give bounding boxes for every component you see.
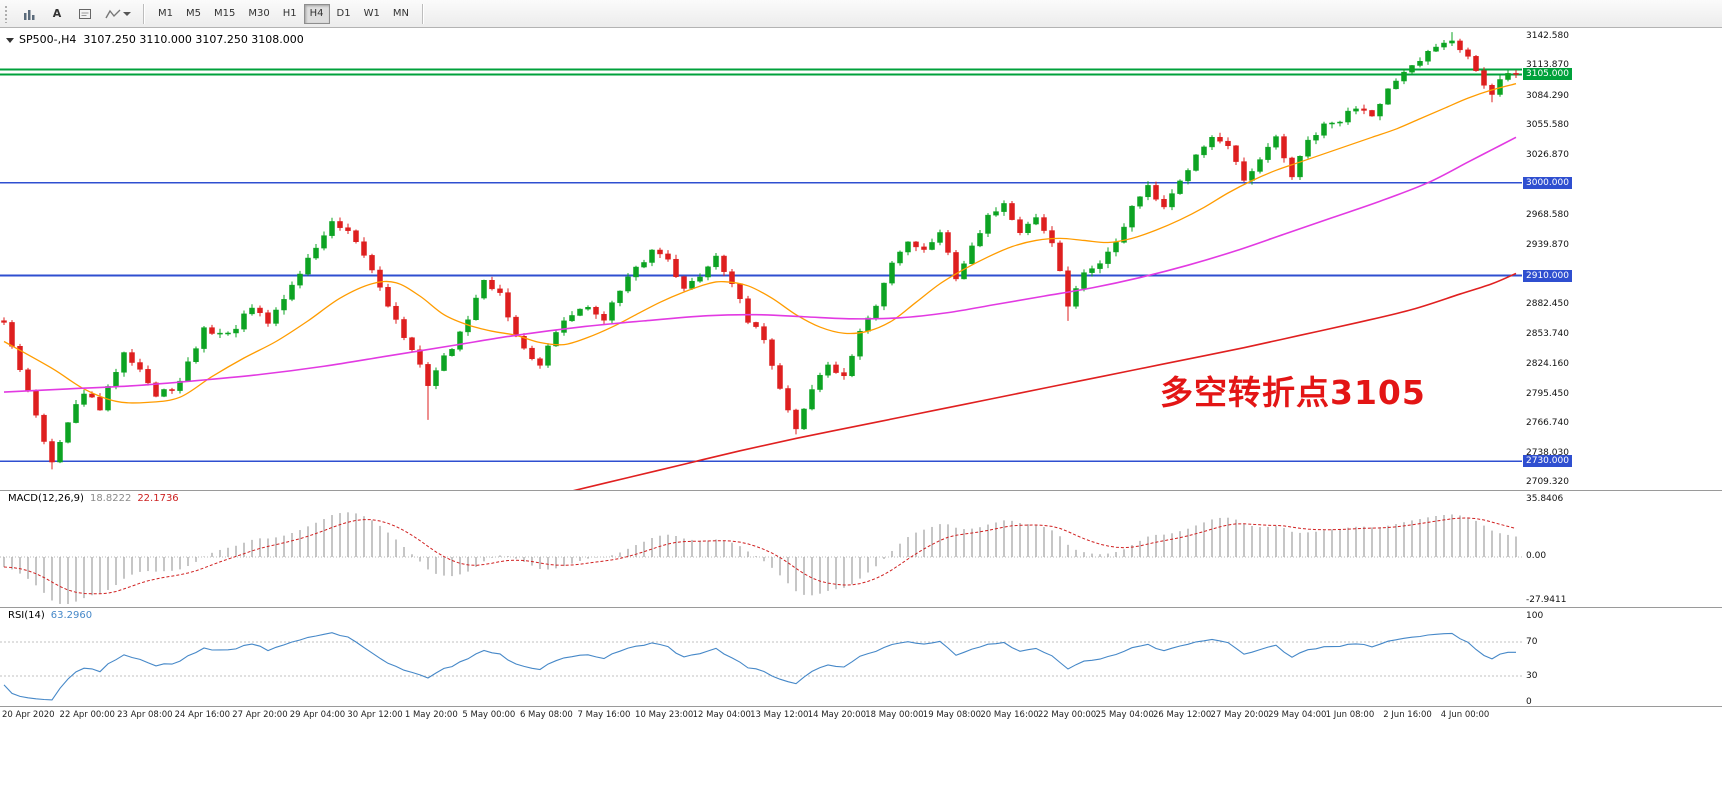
bar-chart-tool-button[interactable]	[16, 2, 42, 26]
toolbar-grip[interactable]	[4, 4, 9, 23]
timeframe-button-group: M1 M5 M15 M30 H1 H4 D1 W1 MN	[152, 3, 415, 24]
time-axis-label: 29 May 04:00	[1268, 710, 1327, 720]
tf-button-M15[interactable]: M15	[214, 8, 236, 19]
macd-signal-value: 22.1736	[137, 493, 179, 504]
toolbar-separator	[421, 3, 424, 24]
ma-slow-line	[572, 272, 1517, 490]
price-badge-2730: 2730.000	[1523, 455, 1572, 468]
rsi-name: RSI(14)	[8, 610, 45, 621]
tf-button-M5[interactable]: M5	[186, 8, 201, 19]
price-axis[interactable]: 3142.580 3113.870 3084.290 3055.580 3026.870…	[1522, 28, 1612, 708]
rsi-axis-label: 70	[1526, 636, 1538, 647]
tf-button-M30[interactable]: M30	[248, 8, 270, 19]
time-axis-label: 29 Apr 04:00	[289, 710, 346, 720]
time-axis-label: 13 May 12:00	[750, 710, 809, 720]
tf-button-M1[interactable]: M1	[158, 8, 173, 19]
price-badge-2910: 2910.000	[1523, 269, 1572, 282]
macd-name: MACD(12,26,9)	[8, 493, 84, 504]
price-axis-label: 2795.450	[1526, 388, 1569, 399]
price-axis-label: 3055.580	[1526, 120, 1569, 131]
price-badge-3105: 3105.000	[1523, 68, 1572, 81]
zigzag-tool-button[interactable]	[100, 2, 136, 26]
frame-tool-button[interactable]	[72, 2, 98, 26]
price-axis-label: 2853.740	[1526, 328, 1569, 339]
price-axis-label: 2738.030	[1526, 447, 1569, 458]
time-axis-label: 26 May 12:00	[1153, 710, 1212, 720]
candles-group	[1, 32, 1519, 470]
time-axis-label: 10 May 23:00	[635, 710, 694, 720]
tf-button-MN[interactable]: MN	[392, 8, 409, 19]
macd-signal-line	[3, 517, 1517, 595]
macd-axis-label: 0.00	[1526, 551, 1547, 561]
frame-tool-icon	[79, 8, 91, 19]
time-axis-label: 20 Apr 2020	[2, 710, 55, 720]
macd-histogram-group	[3, 512, 1517, 604]
time-axis-label: 12 May 04:00	[692, 710, 751, 720]
text-tool-icon: A	[52, 7, 62, 20]
price-axis-label: 2882.450	[1526, 298, 1569, 309]
toolbar-separator	[143, 3, 145, 24]
time-axis-label: 22 Apr 00:00	[59, 710, 115, 720]
macd-panel-label: MACD(12,26,9) 18.8222 22.1736	[8, 493, 179, 504]
price-axis-label: 3026.870	[1526, 149, 1569, 160]
time-axis-label: 6 May 08:00	[519, 710, 573, 720]
tf-button-W1[interactable]: W1	[363, 8, 380, 19]
time-axis-label: 23 Apr 08:00	[117, 710, 173, 720]
tf-button-D1[interactable]: D1	[336, 8, 351, 19]
toolbar: A M1 M5 M15 M30 H1 H4 D1 W1 MN	[0, 0, 1722, 28]
time-axis-label: 24 Apr 16:00	[174, 710, 231, 720]
rsi-axis-label: 0	[1526, 697, 1532, 707]
price-axis-label: 3113.870	[1526, 60, 1569, 71]
chart-title: SP500-,H4 3107.250 3110.000 3107.250 310…	[6, 33, 304, 46]
time-axis-label: 20 May 16:00	[980, 710, 1039, 720]
time-axis-label: 1 May 20:00	[404, 710, 458, 720]
time-axis-label: 2 Jun 16:00	[1383, 710, 1432, 720]
time-axis-label: 27 May 20:00	[1210, 710, 1269, 720]
text-tool-button[interactable]: A	[44, 2, 70, 26]
macd-main-value: 18.8222	[89, 493, 132, 504]
price-axis-label: 2939.870	[1526, 239, 1569, 250]
ma-mid-line	[3, 136, 1517, 393]
price-badge-3000: 3000.000	[1523, 176, 1572, 189]
tf-button-H1[interactable]: H1	[282, 8, 297, 19]
time-axis[interactable]: 20 Apr 2020 22 Apr 00:00 23 Apr 08:00 24 Ap…	[0, 707, 1722, 731]
time-axis-label: 19 May 08:00	[922, 710, 982, 720]
price-axis-label: 3084.290	[1526, 90, 1569, 101]
rsi-axis-label: 30	[1526, 671, 1538, 682]
time-axis-label: 25 May 04:00	[1095, 710, 1154, 720]
time-axis-label: 14 May 20:00	[807, 710, 866, 720]
time-axis-label: 30 Apr 12:00	[347, 710, 403, 720]
time-axis-label: 27 Apr 20:00	[232, 710, 288, 720]
price-axis-label: 3142.580	[1526, 30, 1569, 41]
time-axis-label: 1 Jun 08:00	[1325, 710, 1375, 720]
macd-axis-label: 35.8406	[1526, 494, 1564, 504]
time-axis-label: 5 May 00:00	[462, 710, 516, 720]
dropdown-caret-icon	[123, 11, 131, 16]
annotation-text: 多空转折点3105	[1160, 373, 1426, 412]
rsi-line	[3, 632, 1516, 701]
time-axis-label: 7 May 16:00	[577, 710, 631, 720]
rsi-value: 63.2960	[50, 610, 93, 621]
rsi-panel-label: RSI(14) 63.2960	[8, 610, 92, 621]
price-axis-label: 2766.740	[1526, 418, 1569, 429]
time-axis-label: 4 Jun 00:00	[1440, 710, 1490, 720]
tf-button-H4[interactable]: H4	[303, 3, 330, 24]
rsi-axis-label: 100	[1526, 611, 1544, 621]
symbol-period-label: SP500-,H4	[19, 33, 77, 46]
time-axis-label: 22 May 00:00	[1037, 710, 1097, 720]
collapse-arrow-icon[interactable]	[6, 38, 14, 43]
ma-fast-line	[3, 83, 1517, 404]
moving-averages-group	[3, 83, 1517, 490]
time-axis-label: 18 May 00:00	[865, 710, 924, 720]
zigzag-icon	[105, 9, 121, 18]
macd-axis-label: -27.9411	[1526, 595, 1567, 605]
ohlc-values: 3107.250 3110.000 3107.250 3108.000	[83, 33, 304, 46]
price-axis-label: 2709.320	[1526, 477, 1569, 488]
bar-chart-icon	[24, 9, 35, 20]
price-axis-label: 2824.160	[1526, 359, 1569, 370]
price-axis-label: 2968.580	[1526, 210, 1569, 221]
